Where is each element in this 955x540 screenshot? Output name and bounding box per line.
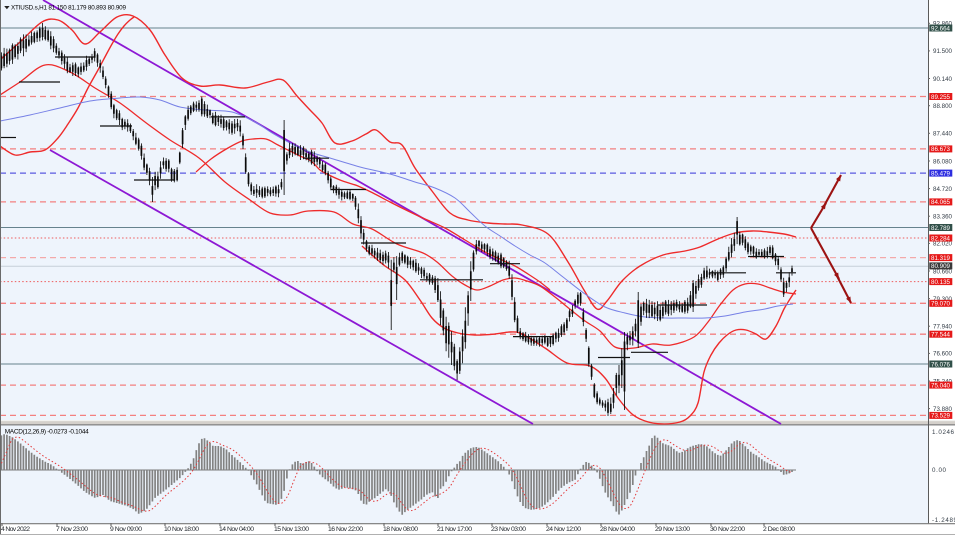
svg-text:77.940: 77.940: [933, 324, 953, 331]
svg-text:24 Nov 12:00: 24 Nov 12:00: [546, 526, 581, 533]
svg-text:18 Nov 08:00: 18 Nov 08:00: [383, 526, 418, 533]
svg-text:MACD(12,26,9) -0.0273 -0.1044: MACD(12,26,9) -0.0273 -0.1044: [5, 429, 89, 436]
svg-text:0.00: 0.00: [932, 467, 947, 474]
svg-text:82.284: 82.284: [931, 235, 951, 242]
svg-text:14 Nov 04:00: 14 Nov 04:00: [219, 526, 254, 533]
svg-text:79.070: 79.070: [931, 301, 951, 308]
svg-text:92.664: 92.664: [931, 25, 951, 32]
svg-text:84.720: 84.720: [933, 186, 953, 193]
svg-text:80.135: 80.135: [931, 279, 951, 286]
svg-text:21 Nov 17:00: 21 Nov 17:00: [437, 526, 472, 533]
svg-text:7 Nov 23:00: 7 Nov 23:00: [56, 526, 88, 533]
svg-text:9 Nov 09:00: 9 Nov 09:00: [110, 526, 142, 533]
svg-text:79.300: 79.300: [933, 296, 953, 303]
svg-text:80.909: 80.909: [931, 263, 951, 270]
svg-text:76.600: 76.600: [933, 351, 953, 358]
svg-text:86.673: 86.673: [931, 146, 951, 153]
svg-text:88.800: 88.800: [933, 103, 953, 110]
svg-text:82.789: 82.789: [931, 225, 951, 232]
svg-text:28 Nov 04:00: 28 Nov 04:00: [600, 526, 635, 533]
svg-text:82.020: 82.020: [933, 241, 953, 248]
svg-text:15 Nov 13:00: 15 Nov 13:00: [274, 526, 309, 533]
svg-text:XTIUSD.s,H1 81.150 81.179 80.: XTIUSD.s,H1 81.150 81.179 80.893 80.909: [11, 5, 126, 12]
svg-text:-1.2489: -1.2489: [932, 517, 955, 524]
svg-text:4 Nov 2022: 4 Nov 2022: [1, 526, 30, 533]
svg-text:85.479: 85.479: [931, 170, 951, 177]
svg-text:87.440: 87.440: [933, 131, 953, 138]
svg-text:16 Nov 22:00: 16 Nov 22:00: [328, 526, 363, 533]
svg-text:75.040: 75.040: [931, 382, 951, 389]
svg-text:23 Nov 03:00: 23 Nov 03:00: [491, 526, 526, 533]
svg-text:10 Nov 18:00: 10 Nov 18:00: [164, 526, 199, 533]
svg-text:89.255: 89.255: [931, 94, 951, 101]
svg-text:84.065: 84.065: [931, 199, 951, 206]
svg-text:73.529: 73.529: [931, 413, 951, 420]
svg-text:29 Nov 13:00: 29 Nov 13:00: [655, 526, 690, 533]
svg-text:30 Nov 22:00: 30 Nov 22:00: [710, 526, 745, 533]
svg-text:86.080: 86.080: [933, 158, 953, 165]
svg-text:77.544: 77.544: [931, 332, 951, 339]
svg-text:73.880: 73.880: [933, 406, 953, 413]
svg-text:2 Dec 08:00: 2 Dec 08:00: [763, 526, 795, 533]
svg-text:76.076: 76.076: [931, 361, 951, 368]
svg-text:83.360: 83.360: [933, 214, 953, 221]
svg-text:81.319: 81.319: [931, 255, 951, 262]
svg-text:91.500: 91.500: [933, 48, 953, 55]
svg-text:90.140: 90.140: [933, 76, 953, 83]
svg-text:92.860: 92.860: [933, 21, 953, 28]
svg-text:1.0246: 1.0246: [932, 429, 955, 436]
svg-text:80.660: 80.660: [933, 268, 953, 275]
